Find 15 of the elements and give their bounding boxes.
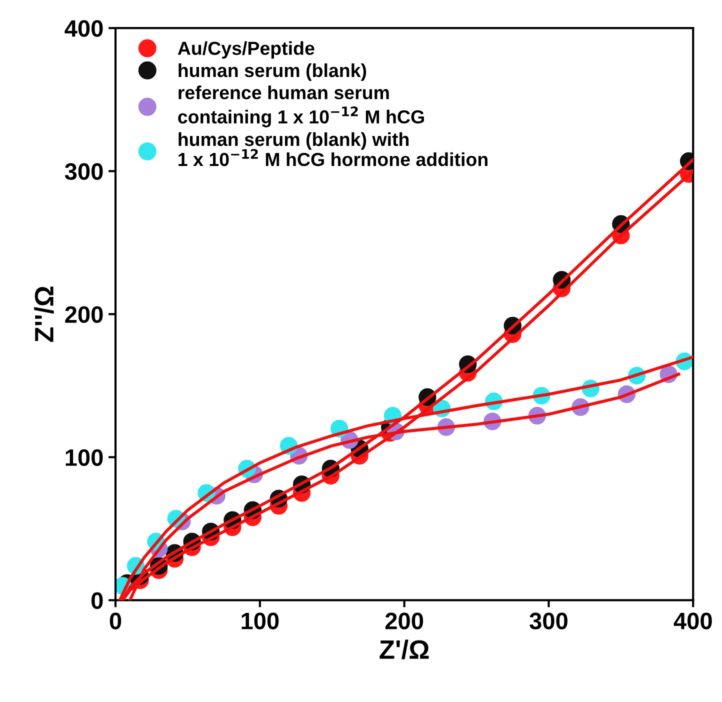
y-tick-label: 300 xyxy=(64,163,103,180)
legend-label: Au/Cys/Peptide xyxy=(178,41,314,59)
x-tick-label: 0 xyxy=(110,612,122,630)
x-tick-label: 100 xyxy=(242,612,279,630)
y-tick-label: 0 xyxy=(92,592,103,609)
y-tick-label: 200 xyxy=(65,306,103,323)
x-tick-label: 200 xyxy=(385,612,424,630)
legend-label: human serum (blank) with 1 x 10$^{−12}$ M hCG hormone addition xyxy=(178,132,488,166)
y-tick-label: 400 xyxy=(64,20,103,37)
x-axis-title: Z'/Ω xyxy=(380,640,429,660)
y-tick-label: 100 xyxy=(66,449,103,466)
x-tick-label: 300 xyxy=(530,612,568,630)
x-tick-label: 400 xyxy=(674,612,712,630)
legend-label: human serum (blank) xyxy=(178,63,366,81)
y-axis-title: Z''/Ω xyxy=(34,286,54,342)
